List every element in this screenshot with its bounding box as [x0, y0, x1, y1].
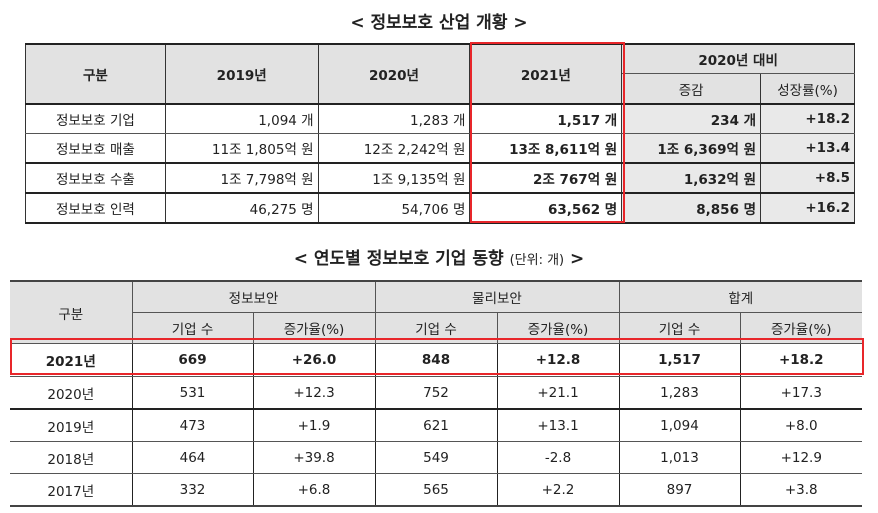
row-label: 정보보호 매출 [25, 133, 166, 164]
header-rate: 증가율(%) [252, 312, 376, 344]
header-compare: 2020년 대비 [621, 43, 855, 74]
cell-year: 2017년 [10, 473, 133, 507]
cell-info-count: 531 [131, 376, 254, 410]
table-row: 정보보호 기업 1,094 개 1,283 개 1,517 개 234 개 +1… [25, 103, 855, 134]
cell-phys-rate: +13.1 [496, 408, 620, 442]
cell-phys-count: 549 [374, 441, 498, 474]
cell-phys-count: 565 [374, 473, 498, 507]
cell-total-rate: +12.9 [739, 441, 862, 474]
cell-total-count: 1,517 [618, 343, 741, 377]
overview-title: < 정보보호 산업 개황 > [350, 13, 528, 33]
row-label: 정보보호 수출 [25, 162, 166, 194]
cell-2020: 1,283 개 [317, 103, 471, 134]
header-growth: 성장률(%) [760, 73, 855, 105]
cell-info-count: 473 [131, 408, 254, 442]
cell-phys-rate: +21.1 [496, 376, 620, 410]
cell-growth: +18.2 [760, 103, 855, 134]
cell-year: 2020년 [10, 376, 133, 410]
cell-2019: 1조 7,798억 원 [164, 162, 319, 194]
row-label: 정보보호 인력 [25, 192, 166, 224]
cell-2020: 1조 9,135억 원 [317, 162, 471, 194]
header-category: 구분 [10, 280, 133, 344]
table-row: 2018년 464 +39.8 549 -2.8 1,013 +12.9 [10, 441, 862, 474]
header-2021: 2021년 [469, 43, 623, 105]
table-row: 2020년 531 +12.3 752 +21.1 1,283 +17.3 [10, 376, 862, 410]
cell-change: 8,856 명 [621, 192, 762, 224]
cell-info-count: 464 [131, 441, 254, 474]
cell-info-rate: +6.8 [252, 473, 376, 507]
header-rate: 증가율(%) [496, 312, 620, 344]
cell-2021: 2조 767억 원 [469, 162, 623, 194]
trend-unit: (단위: 개) [509, 253, 565, 268]
cell-year: 2019년 [10, 408, 133, 442]
cell-total-rate: +8.0 [739, 408, 862, 442]
cell-phys-rate: -2.8 [496, 441, 620, 474]
cell-phys-rate: +12.8 [496, 343, 620, 377]
cell-2021: 13조 8,611억 원 [469, 133, 623, 164]
header-change: 증감 [621, 73, 762, 105]
header-physical: 물리보안 [374, 280, 620, 313]
header-rate: 증가율(%) [739, 312, 862, 344]
cell-info-count: 332 [131, 473, 254, 507]
cell-phys-count: 621 [374, 408, 498, 442]
cell-phys-rate: +2.2 [496, 473, 620, 507]
cell-total-count: 897 [618, 473, 741, 507]
cell-total-rate: +17.3 [739, 376, 862, 410]
header-count: 기업 수 [618, 312, 741, 344]
cell-2019: 11조 1,805억 원 [164, 133, 319, 164]
header-2019: 2019년 [164, 43, 319, 105]
cell-info-rate: +26.0 [252, 343, 376, 377]
cell-phys-count: 752 [374, 376, 498, 410]
header-total: 합계 [618, 280, 862, 313]
header-count: 기업 수 [132, 312, 254, 344]
header-2020: 2020년 [317, 43, 471, 105]
table-row: 2017년 332 +6.8 565 +2.2 897 +3.8 [10, 473, 862, 507]
cell-2019: 46,275 명 [164, 192, 319, 224]
cell-change: 1,632억 원 [621, 162, 762, 194]
cell-2020: 12조 2,242억 원 [317, 133, 471, 164]
cell-change: 234 개 [621, 103, 762, 134]
yearly-company-trend-table: 구분 정보보안 물리보안 합계 기업 수 증가율(%) 기업 수 증가율(%) … [10, 280, 862, 507]
row-label: 정보보호 기업 [25, 103, 166, 134]
cell-total-count: 1,013 [618, 441, 741, 474]
cell-phys-count: 848 [374, 343, 498, 377]
industry-overview-table: 구분 2019년 2020년 2021년 2020년 대비 증감 성장률(%) … [25, 43, 855, 224]
trend-title-end: > [570, 249, 585, 269]
table-row: 정보보호 매출 11조 1,805억 원 12조 2,242억 원 13조 8,… [25, 133, 855, 164]
header-category: 구분 [25, 43, 166, 105]
header-count: 기업 수 [374, 312, 498, 344]
cell-year: 2018년 [10, 441, 133, 474]
table-row: 2021년 669 +26.0 848 +12.8 1,517 +18.2 [10, 343, 862, 377]
cell-growth: +16.2 [760, 192, 855, 224]
cell-growth: +8.5 [760, 162, 855, 194]
cell-info-rate: +12.3 [252, 376, 376, 410]
cell-growth: +13.4 [760, 133, 855, 164]
cell-info-count: 669 [131, 343, 254, 377]
table-row: 정보보호 수출 1조 7,798억 원 1조 9,135억 원 2조 767억 … [25, 162, 855, 194]
cell-2021: 63,562 명 [469, 192, 623, 224]
header-infosec: 정보보안 [131, 280, 376, 313]
cell-total-count: 1,283 [618, 376, 741, 410]
trend-title: < 연도별 정보보호 기업 동향 (단위: 개) > [0, 244, 878, 269]
table-row: 정보보호 인력 46,275 명 54,706 명 63,562 명 8,856… [25, 192, 855, 224]
cell-change: 1조 6,369억 원 [621, 133, 762, 164]
cell-2020: 54,706 명 [317, 192, 471, 224]
cell-year: 2021년 [10, 343, 133, 377]
cell-info-rate: +1.9 [252, 408, 376, 442]
cell-total-count: 1,094 [618, 408, 741, 442]
table-row: 2019년 473 +1.9 621 +13.1 1,094 +8.0 [10, 408, 862, 442]
cell-total-rate: +3.8 [739, 473, 862, 507]
cell-info-rate: +39.8 [252, 441, 376, 474]
cell-total-rate: +18.2 [739, 343, 862, 377]
trend-title-text: < 연도별 정보보호 기업 동향 [293, 249, 504, 269]
cell-2021: 1,517 개 [469, 103, 623, 134]
cell-2019: 1,094 개 [164, 103, 319, 134]
